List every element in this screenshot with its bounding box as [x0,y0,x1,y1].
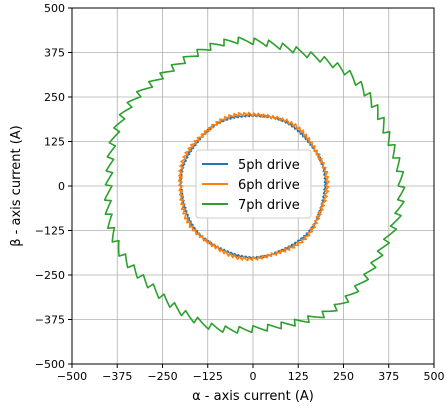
y-axis-label: β - axis current (A) [9,125,24,247]
x-tick-label: 250 [333,370,354,383]
x-tick-label: 375 [378,370,399,383]
x-tick-label: −375 [102,370,132,383]
x-axis-label: α - axis current (A) [192,389,314,404]
legend-label: 7ph drive [238,198,300,213]
x-tick-label: −125 [193,370,223,383]
y-tick-label: 500 [44,2,65,15]
y-tick-label: 375 [44,47,65,60]
legend-label: 6ph drive [238,178,300,193]
x-tick-label: −500 [57,370,87,383]
x-tick-label: 0 [250,370,257,383]
y-tick-label: 0 [58,180,65,193]
y-tick-label: 250 [44,91,65,104]
y-tick-label: −375 [35,314,65,327]
y-tick-label: −500 [35,358,65,371]
legend: 5ph drive 6ph drive 7ph drive [196,150,311,218]
y-tick-label: 125 [44,136,65,149]
y-tick-label: −250 [35,269,65,282]
y-tick-label: −125 [35,225,65,238]
x-tick-label: −250 [147,370,177,383]
x-tick-label: 125 [288,370,309,383]
x-tick-label: 500 [424,370,445,383]
legend-label: 5ph drive [238,158,300,173]
